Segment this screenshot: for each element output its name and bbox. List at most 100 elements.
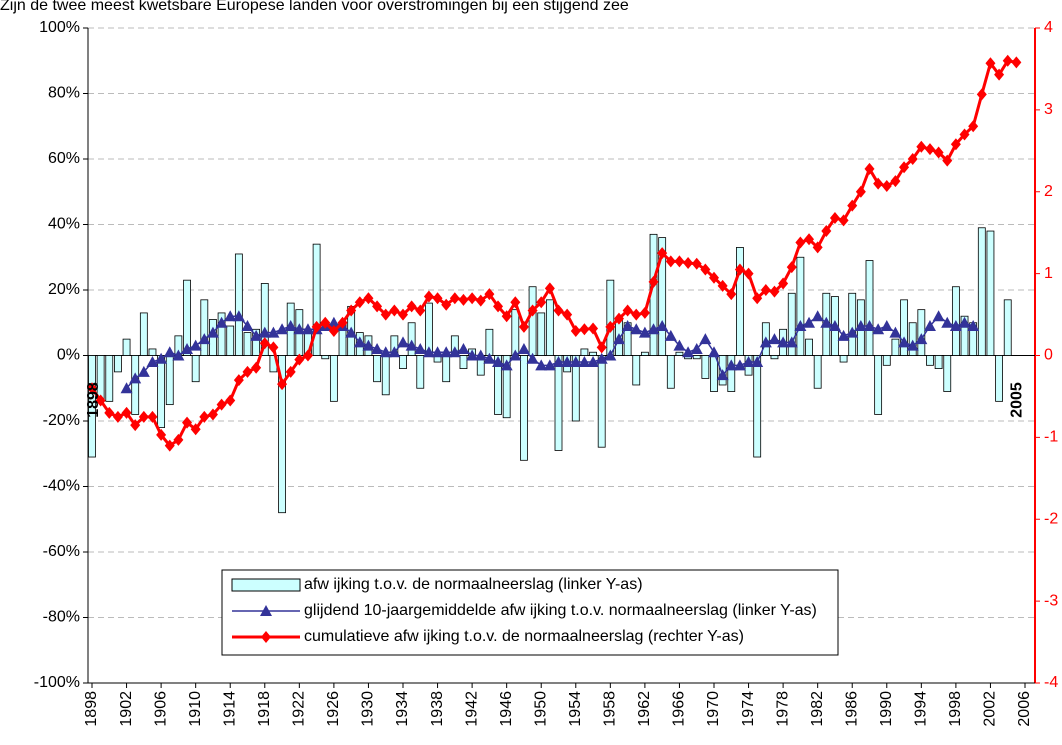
marker xyxy=(467,292,478,305)
bar xyxy=(986,230,995,356)
bar xyxy=(442,355,451,383)
x-tick-label: 1990 xyxy=(878,691,895,727)
marker xyxy=(388,346,401,358)
marker xyxy=(198,333,211,345)
marker xyxy=(786,261,797,274)
y-tick-label: -40% xyxy=(43,478,80,495)
x-tick-label: 1946 xyxy=(498,691,515,727)
marker xyxy=(837,329,850,341)
marker xyxy=(517,342,530,354)
bar xyxy=(105,355,114,402)
marker xyxy=(785,336,798,348)
y-tick-label: 80% xyxy=(48,85,80,102)
bar xyxy=(658,237,667,356)
marker xyxy=(803,316,816,328)
marker xyxy=(155,352,168,364)
bar xyxy=(710,355,718,392)
y-tick-label: -60% xyxy=(43,543,80,560)
bar xyxy=(943,355,952,392)
marker xyxy=(854,320,867,332)
marker xyxy=(579,323,590,336)
x-tick-label: 1918 xyxy=(256,691,273,727)
marker xyxy=(906,339,919,351)
bar xyxy=(891,338,900,356)
marker xyxy=(207,408,218,421)
marker xyxy=(604,349,617,361)
x-tick-label: 1906 xyxy=(152,691,169,727)
marker xyxy=(768,333,781,345)
bar xyxy=(260,283,269,356)
bar xyxy=(528,286,537,356)
marker xyxy=(216,398,227,411)
bar xyxy=(416,355,425,389)
x-tick-label: 1994 xyxy=(913,691,930,727)
bar xyxy=(995,355,1003,402)
marker xyxy=(156,428,167,441)
y2-tick-label: 1 xyxy=(1044,265,1053,282)
marker xyxy=(673,339,686,351)
marker xyxy=(664,329,677,341)
marker xyxy=(544,282,555,295)
marker xyxy=(258,326,271,338)
marker xyxy=(432,292,443,305)
bar xyxy=(200,299,209,356)
marker xyxy=(812,241,823,254)
marker xyxy=(726,288,737,301)
marker xyxy=(985,57,996,70)
y2-tick-label: 2 xyxy=(1044,183,1053,200)
marker xyxy=(137,365,150,377)
marker xyxy=(414,342,427,354)
marker xyxy=(251,361,262,374)
marker xyxy=(190,423,201,436)
x-tick-label: 1954 xyxy=(567,691,584,727)
legend-label: afw ijking t.o.v. de normaalneerslag (li… xyxy=(304,576,643,593)
marker xyxy=(596,341,607,354)
marker xyxy=(363,292,374,305)
bar xyxy=(485,328,494,356)
x-tick-label: 1910 xyxy=(187,691,204,727)
y2-tick-label: -2 xyxy=(1044,510,1058,527)
y2-tick-label: 3 xyxy=(1044,101,1053,118)
y2-tick-label: -1 xyxy=(1044,429,1058,446)
marker xyxy=(578,356,591,368)
marker xyxy=(847,199,858,212)
marker xyxy=(353,336,366,348)
marker xyxy=(398,308,408,321)
bar xyxy=(278,355,286,514)
marker xyxy=(268,341,279,354)
marker xyxy=(389,304,400,317)
y-tick-label: 100% xyxy=(39,19,80,36)
marker xyxy=(346,304,357,317)
marker xyxy=(457,342,470,354)
bar xyxy=(770,355,779,360)
x-tick-label: 1982 xyxy=(809,691,826,727)
marker xyxy=(795,236,806,249)
marker xyxy=(475,294,486,307)
marker xyxy=(1002,54,1013,67)
bar xyxy=(727,355,736,392)
marker xyxy=(561,356,574,368)
bar xyxy=(977,227,986,356)
bar xyxy=(88,355,96,458)
marker xyxy=(535,359,548,371)
marker xyxy=(121,406,132,419)
marker xyxy=(794,320,807,332)
bar xyxy=(329,355,338,402)
marker xyxy=(379,346,392,358)
marker xyxy=(181,342,194,354)
marker xyxy=(406,300,417,313)
marker xyxy=(742,356,755,368)
legend-box xyxy=(221,569,839,656)
marker xyxy=(95,394,106,407)
bar xyxy=(537,312,546,356)
marker xyxy=(337,316,348,329)
bar xyxy=(511,309,520,356)
marker xyxy=(769,285,780,298)
y-tick-label: 0% xyxy=(57,347,80,364)
marker xyxy=(820,316,833,328)
marker xyxy=(613,312,624,325)
marker xyxy=(362,339,375,351)
marker xyxy=(104,406,115,419)
bar xyxy=(502,355,511,419)
